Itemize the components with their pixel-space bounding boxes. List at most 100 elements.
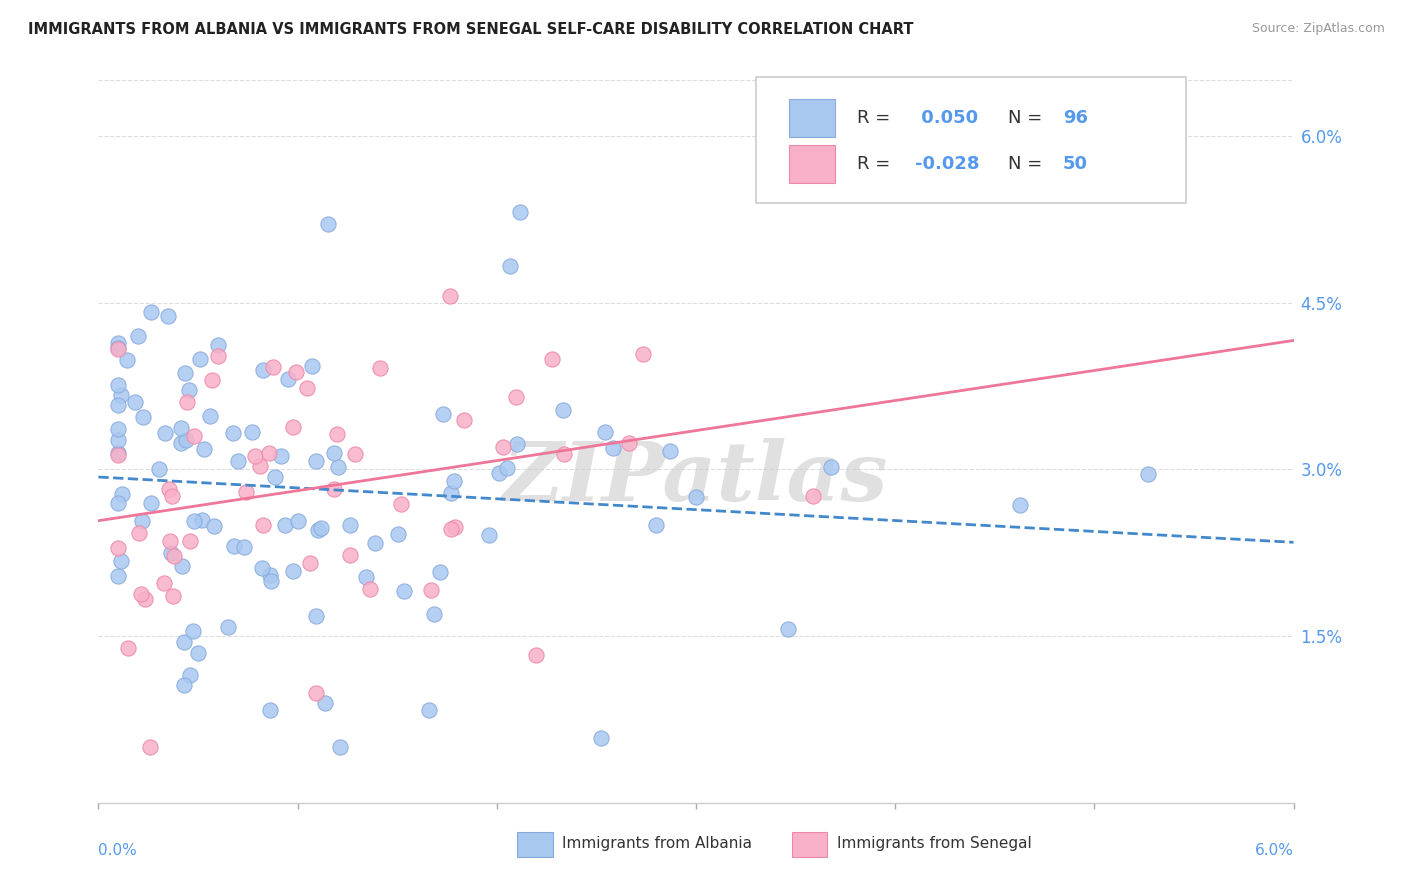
Point xyxy=(287,514,309,528)
Point xyxy=(152,576,174,591)
Point xyxy=(107,341,129,355)
Point xyxy=(443,475,465,489)
Point xyxy=(250,561,273,575)
Point xyxy=(314,696,336,710)
Text: Immigrants from Albania: Immigrants from Albania xyxy=(562,837,752,852)
Point xyxy=(820,460,842,475)
Point xyxy=(201,374,224,388)
Point xyxy=(685,490,707,504)
Text: 50: 50 xyxy=(1063,155,1088,173)
Point xyxy=(187,646,209,660)
Point xyxy=(179,667,201,681)
Point xyxy=(221,426,243,441)
Point xyxy=(602,442,624,456)
Point xyxy=(368,361,391,376)
Point xyxy=(107,568,129,582)
Point xyxy=(107,398,129,412)
Point xyxy=(141,496,163,510)
Text: 0.0%: 0.0% xyxy=(98,843,138,857)
Point xyxy=(131,410,153,425)
Text: N =: N = xyxy=(1008,109,1047,127)
Text: R =: R = xyxy=(858,155,896,173)
Point xyxy=(233,540,256,554)
Point xyxy=(107,342,129,356)
Point xyxy=(524,648,547,662)
Point xyxy=(803,489,825,503)
Point xyxy=(478,528,501,542)
Point xyxy=(183,514,205,528)
Point xyxy=(226,454,249,468)
Point xyxy=(173,366,195,380)
Point xyxy=(305,454,328,468)
Point xyxy=(139,740,162,755)
Point xyxy=(243,449,266,463)
Point xyxy=(305,686,328,700)
Point xyxy=(420,583,443,598)
Point xyxy=(157,482,180,496)
Point xyxy=(173,678,195,692)
Point xyxy=(299,556,322,570)
Point xyxy=(207,338,229,352)
Point xyxy=(444,520,467,534)
Point xyxy=(156,310,179,324)
Point xyxy=(392,584,415,599)
Point xyxy=(107,422,129,436)
Point xyxy=(778,622,800,636)
Text: 96: 96 xyxy=(1063,109,1088,127)
Point xyxy=(391,497,413,511)
Point xyxy=(110,553,132,567)
Point xyxy=(551,403,574,417)
Point xyxy=(193,442,215,456)
Text: Source: ZipAtlas.com: Source: ZipAtlas.com xyxy=(1251,22,1385,36)
Point xyxy=(429,565,451,579)
Point xyxy=(188,352,211,367)
Point xyxy=(644,518,666,533)
Point xyxy=(249,458,271,473)
Point xyxy=(131,514,153,528)
Point xyxy=(163,549,186,563)
Point xyxy=(160,489,183,503)
Text: 0.050: 0.050 xyxy=(915,109,977,127)
Point xyxy=(440,522,463,536)
Point xyxy=(107,496,129,510)
Text: N =: N = xyxy=(1008,155,1047,173)
Point xyxy=(439,288,461,302)
Point xyxy=(262,359,284,374)
Point xyxy=(328,459,350,474)
Point xyxy=(174,434,197,448)
Point xyxy=(202,519,225,533)
Point xyxy=(107,449,129,463)
Point xyxy=(162,590,184,604)
Point xyxy=(387,526,409,541)
Text: -0.028: -0.028 xyxy=(915,155,979,173)
Point xyxy=(159,533,181,548)
Point xyxy=(252,517,274,532)
Point xyxy=(117,640,139,655)
Point xyxy=(591,731,613,746)
Point xyxy=(111,486,134,500)
Point xyxy=(274,518,297,533)
Point xyxy=(179,534,201,549)
Point xyxy=(659,444,682,458)
Point xyxy=(541,351,564,366)
Point xyxy=(217,620,239,634)
Point xyxy=(284,365,307,379)
Point xyxy=(107,434,129,448)
Point xyxy=(198,409,221,423)
Point xyxy=(128,526,150,541)
Point xyxy=(124,395,146,409)
Bar xyxy=(789,99,835,136)
Bar xyxy=(792,831,827,857)
Point xyxy=(301,359,323,373)
Point xyxy=(339,518,361,533)
Point xyxy=(270,449,292,463)
Bar xyxy=(789,145,835,183)
Point xyxy=(207,349,229,363)
Point xyxy=(107,541,129,555)
Point xyxy=(307,523,329,537)
Point xyxy=(235,484,257,499)
Point xyxy=(283,420,305,434)
Point xyxy=(148,461,170,475)
Point xyxy=(257,446,280,460)
Point xyxy=(283,564,305,578)
